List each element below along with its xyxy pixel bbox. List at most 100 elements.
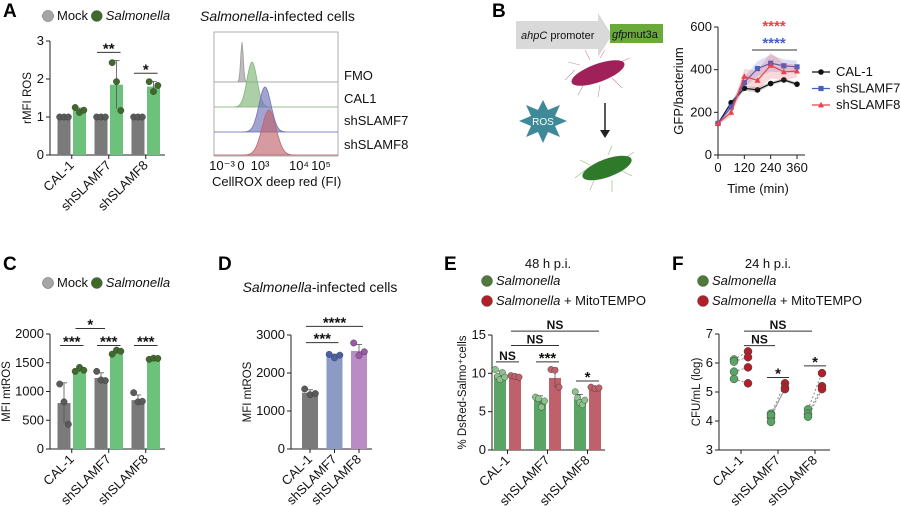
bar xyxy=(589,387,601,450)
bar xyxy=(326,355,343,449)
data-point xyxy=(781,77,787,83)
significance-label: * xyxy=(143,61,149,78)
legend-label-main: Salmonella xyxy=(496,273,560,288)
y-tick-label: 1 xyxy=(37,109,44,124)
y-tick-label: 0 xyxy=(705,147,712,162)
data-point xyxy=(154,355,162,362)
data-point xyxy=(64,113,72,121)
data-point xyxy=(741,79,747,86)
data-point xyxy=(350,339,358,347)
chart-title-rest: -infected cells xyxy=(269,8,355,24)
legend-marker-icon xyxy=(91,10,103,22)
legend-marker-icon xyxy=(91,277,103,289)
x-tick-label: 360 xyxy=(786,160,808,175)
x-axis-label: Time (min) xyxy=(727,181,789,196)
panel-label-e: E xyxy=(444,254,457,275)
data-point xyxy=(729,374,739,384)
data-point xyxy=(515,373,523,381)
legend-label: Salmonella xyxy=(106,275,170,290)
pair-connector xyxy=(770,383,786,414)
data-point xyxy=(101,113,109,121)
data-point xyxy=(56,380,64,388)
panel-label-c: C xyxy=(3,254,17,275)
y-tick-label: 7 xyxy=(706,326,713,341)
data-point xyxy=(817,384,827,394)
significance-label: NS xyxy=(547,318,564,332)
data-point xyxy=(754,87,761,93)
legend-marker-icon xyxy=(697,275,709,287)
panel-label-a: A xyxy=(3,1,17,22)
data-point xyxy=(117,347,125,355)
chart-title: 48 h p.i. xyxy=(525,256,571,271)
ros-star-icon: ROS xyxy=(519,100,567,143)
data-point xyxy=(729,367,739,376)
legend-label-main: Salmonella xyxy=(106,275,170,290)
x-tick-label: 0 xyxy=(714,160,721,175)
legend-label: Salmonella + MitoTEMPO xyxy=(712,293,862,308)
data-point xyxy=(101,377,109,384)
y-tick-label: 5 xyxy=(479,404,486,419)
data-point xyxy=(311,390,319,397)
data-point xyxy=(491,366,499,373)
legend-label-main: Salmonella xyxy=(712,273,776,288)
histogram-peak xyxy=(214,61,338,108)
x-tick-label: 240 xyxy=(760,160,782,175)
bar xyxy=(110,84,123,155)
legend-label-main: Salmonella xyxy=(106,8,170,23)
y-axis-label: GFP/bacterium xyxy=(671,47,686,134)
reporter-label: gfpmut3a xyxy=(612,29,659,41)
data-point xyxy=(780,68,787,75)
legend-label: shSLAMF8 xyxy=(836,97,900,112)
panel-label-d: D xyxy=(218,254,232,275)
y-tick-label: 0 xyxy=(37,441,44,456)
data-point xyxy=(541,397,548,405)
significance-label: NS xyxy=(527,333,544,347)
x-tick-label: 10⁻³ xyxy=(209,158,235,173)
reporter-gene: gfp xyxy=(612,29,627,41)
significance-label: *** xyxy=(137,334,155,351)
pair-connector xyxy=(807,372,823,410)
data-point xyxy=(535,395,542,403)
legend-marker-icon xyxy=(42,277,54,289)
bar xyxy=(351,350,367,449)
legend-marker-icon xyxy=(818,85,824,92)
y-tick-label: 3 xyxy=(706,442,713,457)
data-point xyxy=(113,78,120,86)
significance-label: * xyxy=(812,354,818,371)
chart-title: Salmonella-infected cells xyxy=(243,279,398,295)
data-point xyxy=(93,367,101,375)
y-tick-label: 10 xyxy=(472,365,486,380)
data-point xyxy=(108,350,116,358)
bacterium-red-icon xyxy=(564,49,631,98)
data-point xyxy=(729,357,739,366)
x-tick-label: 10⁴ xyxy=(289,158,309,173)
panel-label-b: B xyxy=(492,1,506,22)
promoter-gene: ahpC xyxy=(521,30,547,42)
significance-label: * xyxy=(87,317,93,334)
data-point xyxy=(551,366,559,374)
promoter-label: ahpC promoter xyxy=(521,30,595,42)
data-point xyxy=(817,368,827,378)
legend-label: shSLAMF7 xyxy=(836,81,900,96)
y-tick-label: 5 xyxy=(706,384,713,399)
y-tick-label: 0 xyxy=(479,442,486,457)
significance-label: ** xyxy=(103,40,115,57)
histogram-peak xyxy=(214,86,338,133)
data-point xyxy=(581,396,589,404)
data-point xyxy=(138,397,146,405)
legend-marker-icon xyxy=(818,101,824,108)
chart-title-italic: Salmonella xyxy=(200,8,269,24)
significance-label: NS xyxy=(499,349,516,363)
bar xyxy=(534,400,546,450)
x-axis-label: CellROX deep red (FI) xyxy=(212,174,341,189)
bacterium-green-icon xyxy=(574,145,635,192)
data-point xyxy=(538,403,545,411)
histogram-series-label: shSLAMF8 xyxy=(344,137,408,152)
bar xyxy=(147,358,160,449)
histogram-series-label: shSLAMF7 xyxy=(344,113,408,128)
bar xyxy=(110,351,123,449)
data-point xyxy=(741,73,748,79)
y-tick-label: 0 xyxy=(37,147,44,162)
histogram-frame xyxy=(213,31,339,157)
y-tick-label: 400 xyxy=(690,62,712,77)
